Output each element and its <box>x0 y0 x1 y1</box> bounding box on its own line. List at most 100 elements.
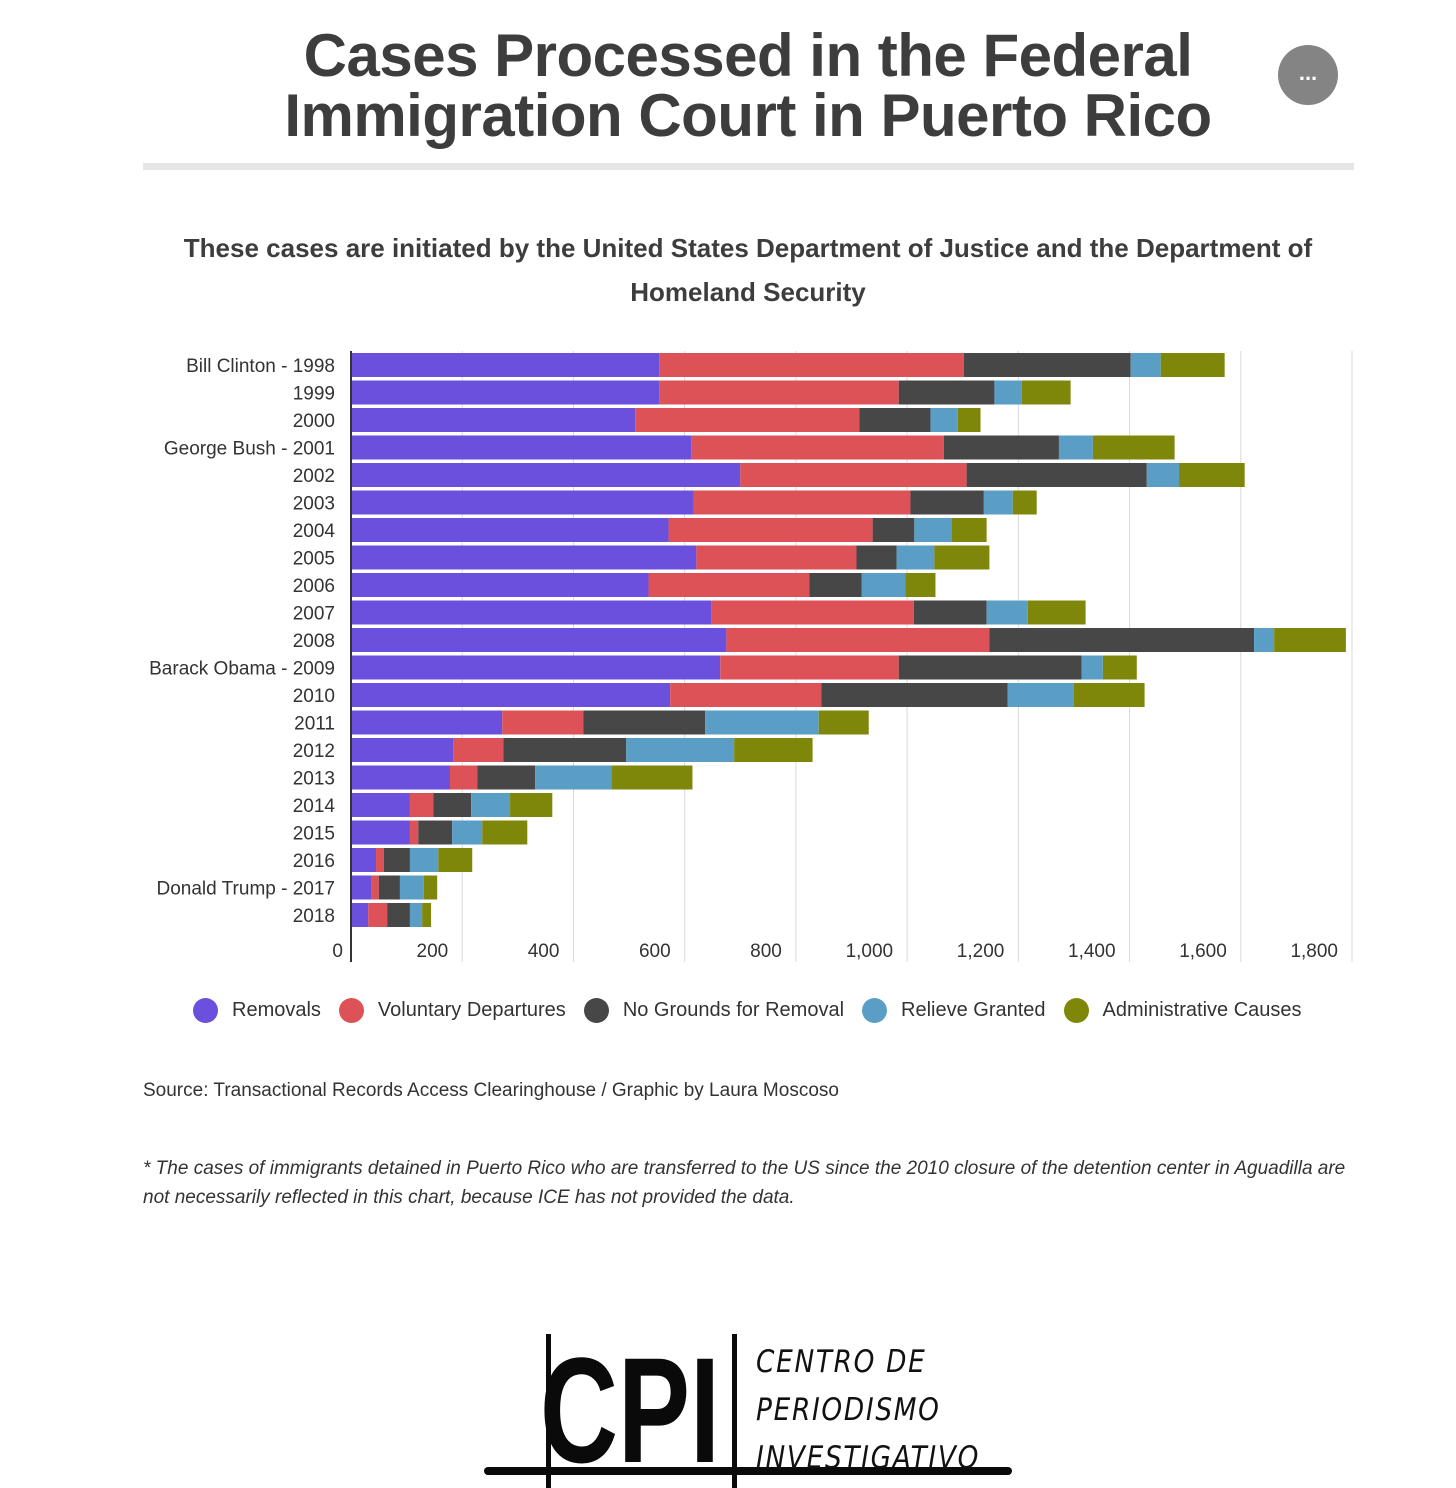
bar-segment-no-grounds-for-removal <box>503 738 627 762</box>
bar-segment-administrative-causes <box>422 903 432 927</box>
x-tick-label: 1,600 <box>1179 941 1227 962</box>
bar-segment-voluntary-departures <box>659 353 964 377</box>
bar-segment-removals <box>351 408 636 432</box>
bar-segment-administrative-causes <box>1160 353 1225 377</box>
bar-segment-voluntary-departures <box>720 655 899 680</box>
bar-segment-voluntary-departures <box>711 600 914 625</box>
bar-segment-no-grounds-for-removal <box>898 380 995 405</box>
bar-segment-administrative-causes <box>1012 490 1037 515</box>
bar-segment-no-grounds-for-removal <box>477 765 536 790</box>
bar-segment-administrative-causes <box>818 710 869 735</box>
y-category-label: 2002 <box>293 466 335 487</box>
bar-segment-no-grounds-for-removal <box>943 435 1059 460</box>
bar-segment-voluntary-departures <box>740 463 967 487</box>
y-category-label: 2010 <box>293 686 335 707</box>
x-tick-label: 1,200 <box>957 941 1005 962</box>
legend-item[interactable]: Removals <box>193 998 321 1023</box>
stacked-bar-chart: 0 200 400 600 800 1,000 1,200 1,400 1,600 1,800 Bi… <box>149 351 1353 962</box>
y-category-label: 2016 <box>293 851 335 872</box>
bar-segment-removals <box>351 765 450 790</box>
legend-item[interactable]: Administrative Causes <box>1063 998 1302 1023</box>
logo-line-2: PERIODISMO <box>756 1392 941 1428</box>
bar-segment-voluntary-departures <box>670 683 822 707</box>
chart-title: Cases Processed in the Federal Immigrati… <box>284 22 1212 149</box>
bar-segment-no-grounds-for-removal <box>872 518 915 542</box>
x-tick-label: 200 <box>417 941 449 962</box>
bar-segment-removals <box>351 628 727 652</box>
bar-segment-administrative-causes <box>934 545 990 570</box>
y-category-label: 2003 <box>293 494 335 515</box>
bar-segment-administrative-causes <box>905 573 936 597</box>
bar-segment-removals <box>351 573 649 597</box>
bar-segment-no-grounds-for-removal <box>989 628 1255 652</box>
bar-segment-no-grounds-for-removal <box>966 463 1147 487</box>
bar-segment-removals <box>351 600 712 625</box>
bar-segment-removals <box>351 380 660 405</box>
more-options-button[interactable]: ... <box>1278 45 1338 105</box>
bar-segment-relieve-granted <box>399 875 424 900</box>
bar-segment-no-grounds-for-removal <box>583 710 706 735</box>
legend-item[interactable]: Voluntary Departures <box>338 998 566 1023</box>
bar-segment-relieve-granted <box>896 545 935 570</box>
x-tick-label: 0 <box>332 941 343 962</box>
y-category-label: 2007 <box>293 604 335 625</box>
legend-item[interactable]: Relieve Granted <box>862 998 1046 1023</box>
bar-segment-no-grounds-for-removal <box>963 353 1131 377</box>
bar-segment-administrative-causes <box>1073 683 1145 707</box>
bar-segment-voluntary-departures <box>691 435 944 460</box>
bar-segment-removals <box>351 793 410 817</box>
bar-segment-voluntary-departures <box>409 820 419 845</box>
bar-segment-removals <box>351 848 377 872</box>
bar-segment-voluntary-departures <box>668 518 873 542</box>
bar-segment-administrative-causes <box>1092 435 1175 460</box>
legend-label: Administrative Causes <box>1102 999 1302 1021</box>
x-tick-label: 400 <box>528 941 560 962</box>
bar-segment-administrative-causes <box>438 848 473 872</box>
cpi-logo-mark: CPI <box>484 1330 1012 1488</box>
bar-segment-relieve-granted <box>986 600 1028 625</box>
bar-segment-relieve-granted <box>471 793 511 817</box>
bar-segment-relieve-granted <box>452 820 483 845</box>
y-category-label: 2014 <box>293 796 336 817</box>
bar-segment-removals <box>351 655 721 680</box>
y-category-label: 2008 <box>293 631 335 652</box>
bar-segment-relieve-granted <box>1081 655 1103 680</box>
bar-segment-voluntary-departures <box>659 380 899 405</box>
bar-segment-voluntary-departures <box>376 848 384 872</box>
legend-item[interactable]: No Grounds for Removal <box>583 998 845 1023</box>
logo-line-3: INVESTIGATIVO <box>756 1440 981 1470</box>
bar-segment-administrative-causes <box>1027 600 1086 625</box>
bar-segment-relieve-granted <box>1007 683 1074 707</box>
bar-segment-removals <box>351 820 410 845</box>
title-divider <box>143 163 1354 170</box>
bar-segment-removals <box>351 490 694 515</box>
legend-label: Voluntary Departures <box>377 999 566 1021</box>
bar-segment-no-grounds-for-removal <box>387 903 410 927</box>
bar-segment-administrative-causes <box>423 875 438 900</box>
y-category-label: 1999 <box>293 384 335 405</box>
bar-segment-voluntary-departures <box>409 793 434 817</box>
bar-segment-voluntary-departures <box>453 738 504 762</box>
chart-legend: Removals Voluntary Departures No Grounds f… <box>193 998 1320 1023</box>
bar-segment-voluntary-departures <box>648 573 810 597</box>
legend-swatch-icon <box>862 998 888 1023</box>
bar-segment-relieve-granted <box>914 518 952 542</box>
x-tick-label: 1,400 <box>1068 941 1116 962</box>
y-category-label: 2015 <box>293 824 335 845</box>
bar-segment-removals <box>351 353 660 377</box>
bar-segment-voluntary-departures <box>635 408 860 432</box>
bar-segment-no-grounds-for-removal <box>910 490 984 515</box>
y-category-label: Barack Obama - 2009 <box>149 659 335 680</box>
legend-label: No Grounds for Removal <box>622 999 845 1021</box>
bar-segment-relieve-granted <box>930 408 958 432</box>
legend-label: Relieve Granted <box>901 999 1046 1021</box>
y-category-label: 2012 <box>293 741 335 762</box>
bar-segment-relieve-granted <box>1146 463 1180 487</box>
bar-segment-voluntary-departures <box>502 710 584 735</box>
bar-segment-relieve-granted <box>1254 628 1275 652</box>
x-tick-label: 600 <box>639 941 671 962</box>
chart-subtitle: These cases are initiated by the United … <box>183 233 1313 307</box>
bar-segment-relieve-granted <box>626 738 735 762</box>
bar-segment-relieve-granted <box>705 710 819 735</box>
bar-segment-no-grounds-for-removal <box>821 683 1008 707</box>
